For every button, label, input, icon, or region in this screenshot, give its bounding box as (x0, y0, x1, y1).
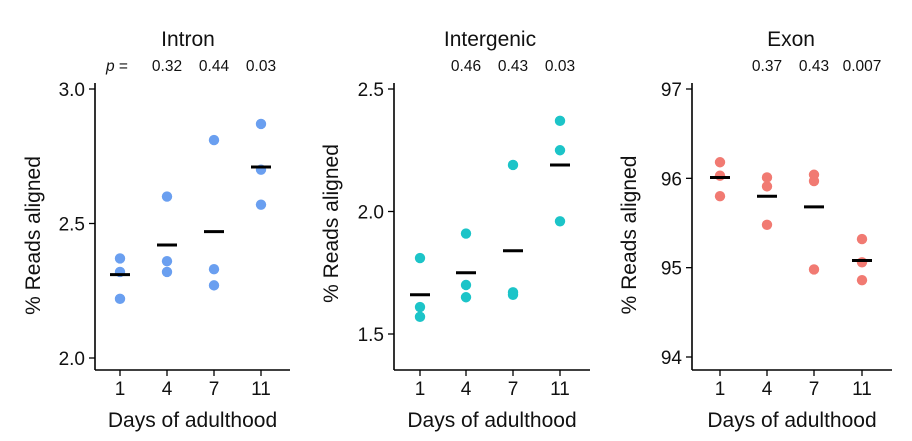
y-axis-title: % Reads aligned (320, 144, 343, 303)
p-value-label: 0.03 (545, 58, 575, 75)
p-value-label: 0.03 (246, 58, 276, 75)
y-tick-label: 2.0 (358, 203, 384, 224)
y-tick-label: 95 (661, 259, 682, 280)
p-value-label: 0.43 (799, 58, 829, 75)
x-tick-label: 1 (715, 379, 726, 400)
data-point (554, 145, 566, 156)
data-point (808, 169, 820, 180)
x-tick-label: 7 (508, 379, 519, 400)
y-axis-title: % Reads aligned (618, 156, 641, 315)
data-point (554, 216, 566, 227)
x-tick-label: 11 (852, 379, 872, 400)
p-value-label: 0.37 (752, 58, 782, 75)
data-point (761, 172, 773, 183)
p-value-label: 0.32 (152, 58, 182, 75)
data-point (460, 292, 472, 303)
x-tick-label: 1 (415, 379, 426, 400)
data-point (114, 253, 126, 264)
y-tick-label: 2.5 (59, 215, 85, 236)
y-tick-label: 97 (661, 80, 682, 101)
data-point (414, 252, 426, 264)
data-point (714, 191, 726, 202)
data-point (856, 274, 868, 286)
p-value-label: 0.46 (451, 58, 481, 75)
y-tick-label: 94 (661, 348, 683, 369)
data-point (208, 134, 220, 146)
x-axis-title: Days of adulthood (707, 409, 876, 432)
y-tick-label: 2.5 (358, 80, 384, 101)
y-tick-label: 3.0 (59, 80, 85, 101)
data-point (255, 118, 267, 130)
x-tick-label: 11 (251, 379, 271, 400)
x-tick-label: 7 (809, 379, 820, 400)
x-axis-title: Days of adulthood (108, 409, 277, 432)
data-point (161, 266, 173, 278)
panel-exon: Exon 0.37 0.43 0.007 94 95 96 97 1 4 7 11 Days of ad… (618, 28, 892, 432)
data-point (554, 115, 566, 127)
data-point (856, 233, 868, 245)
data-point (208, 264, 220, 275)
y-tick-label: 2.0 (59, 349, 85, 370)
p-value-label: 0.44 (199, 58, 230, 75)
data-point (460, 228, 472, 239)
data-point (761, 181, 773, 192)
y-tick-label: 1.5 (358, 325, 384, 346)
data-point (714, 157, 726, 168)
x-tick-label: 7 (209, 379, 220, 400)
x-tick-label: 11 (550, 379, 570, 400)
data-point (808, 264, 820, 275)
data-point (161, 191, 173, 202)
data-point (414, 301, 426, 313)
p-value-label: 0.007 (843, 58, 882, 75)
y-axis-title: % Reads aligned (22, 156, 45, 315)
x-axis-title: Days of adulthood (407, 409, 576, 432)
data-point (507, 287, 519, 298)
panel-intron: Intron 0.32 0.44 0.03 p = 2.0 2.5 3.0 1 4 7 11 Days… (22, 28, 290, 432)
x-tick-label: 4 (762, 379, 773, 400)
x-tick-label: 4 (162, 379, 173, 400)
panel-intergenic: Intergenic 0.46 0.43 0.03 1.5 2.0 2.5 1 4 7 11 Days… (320, 28, 590, 432)
panel-title: Intergenic (444, 28, 536, 51)
data-point (761, 219, 773, 230)
data-point (114, 293, 126, 305)
y-tick-label: 96 (661, 169, 682, 190)
x-tick-label: 4 (461, 379, 472, 400)
data-point (460, 279, 472, 291)
data-point (208, 280, 220, 291)
p-value-label: 0.43 (498, 58, 528, 75)
x-tick-label: 1 (115, 379, 126, 400)
data-point (161, 255, 173, 267)
data-point (255, 199, 267, 210)
data-point (414, 311, 426, 323)
data-point (507, 159, 519, 171)
panel-title: Exon (767, 28, 815, 51)
data-point (856, 257, 868, 268)
p-value-prefix: p = (105, 58, 128, 75)
data-point (714, 170, 726, 181)
panel-title: Intron (161, 28, 215, 51)
